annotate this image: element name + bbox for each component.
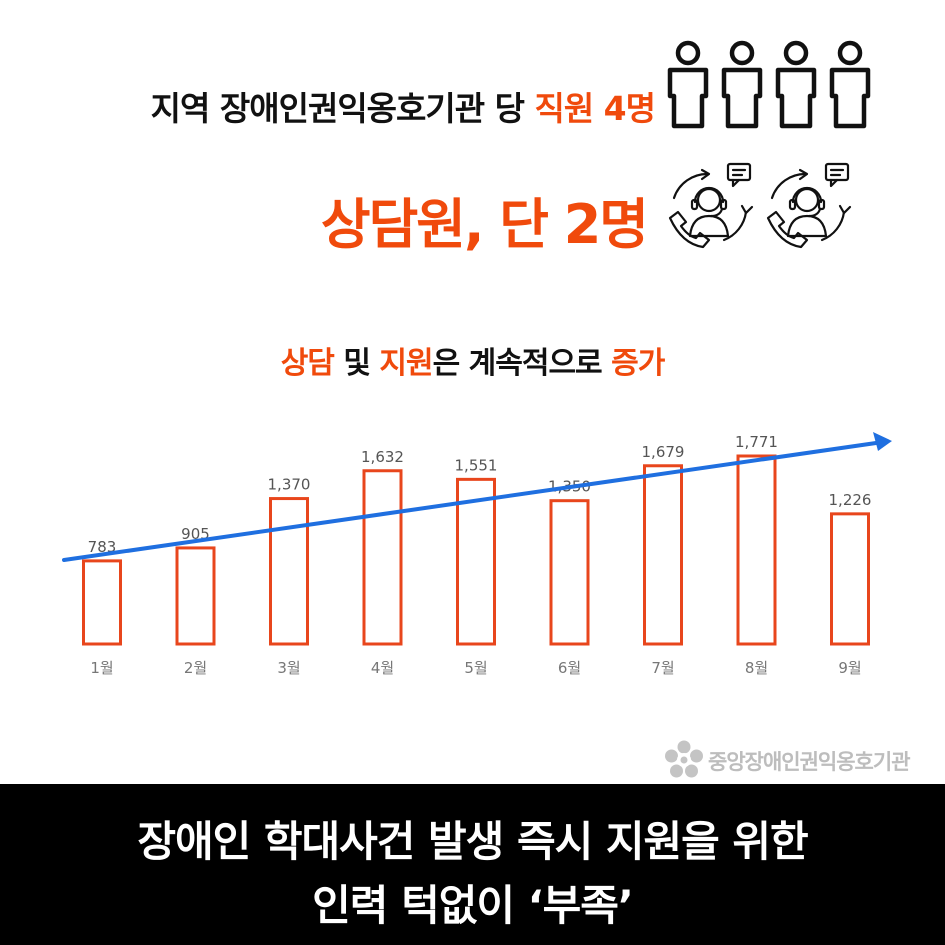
staff-headline-text: 지역 장애인권익옹호기관 당 — [150, 89, 535, 128]
bar-value-label: 1,226 — [829, 491, 872, 509]
x-tick-label: 7월 — [651, 659, 674, 677]
chart-title-part: 및 — [333, 346, 380, 381]
footer-banner: 장애인 학대사건 발생 즉시 지원을 위한 인력 턱없이 ‘부족’ — [0, 784, 945, 945]
person-outline-icon — [829, 40, 871, 129]
person-outline-icon — [775, 40, 817, 129]
counselor-headline: 상담원, 단 2명 — [320, 193, 649, 256]
staff-headline: 지역 장애인권익옹호기관 당 직원 4명 — [0, 82, 656, 130]
bar-value-label: 1,632 — [361, 448, 404, 466]
footer-line-2: 인력 턱없이 ‘부족’ — [312, 881, 634, 930]
person-outline-icon — [667, 40, 709, 129]
chart-title: 상담 및 지원은 계속적으로 증가 — [0, 338, 945, 382]
footer-line-1: 장애인 학대사건 발생 즉시 지원을 위한 — [137, 817, 808, 866]
counselor-icons — [668, 162, 852, 249]
bar — [269, 497, 309, 646]
x-tick-label: 8월 — [745, 659, 768, 677]
x-tick-label: 5월 — [464, 659, 487, 677]
flower-emblem-icon — [665, 740, 703, 778]
bar — [175, 546, 216, 646]
x-tick-label: 3월 — [277, 659, 300, 677]
bar-value-label: 1,370 — [268, 476, 311, 494]
headset-counselor-icon — [766, 162, 852, 249]
bar — [82, 559, 122, 646]
trend-arrow-head — [873, 432, 892, 451]
bar — [736, 454, 777, 646]
organization-logo: 중앙장애인권익옹호기관 — [664, 738, 944, 782]
headset-counselor-icon — [668, 162, 754, 249]
bar-value-label: 1,771 — [735, 433, 778, 451]
organization-name: 중앙장애인권익옹호기관 — [708, 750, 911, 774]
x-tick-label: 2월 — [184, 659, 207, 677]
bar — [362, 469, 403, 646]
bar — [643, 464, 683, 646]
x-tick-label: 4월 — [371, 659, 394, 677]
bar-value-label: 1,679 — [642, 443, 685, 461]
x-tick-label: 6월 — [558, 659, 581, 677]
chart-title-part: 상담 — [280, 346, 335, 381]
x-tick-label: 9월 — [838, 659, 861, 677]
x-tick-label: 1월 — [90, 659, 113, 677]
staff-icons — [667, 40, 871, 129]
trend-arrow-line — [62, 441, 878, 562]
chart-title-part: 증가 — [611, 346, 665, 381]
bar — [456, 477, 496, 646]
staff-count-highlight: 직원 4명 — [534, 89, 656, 128]
chart-title-part: 지원 — [379, 346, 433, 381]
bar-value-label: 1,551 — [455, 456, 498, 474]
bar-value-label: 783 — [88, 538, 117, 556]
person-outline-icon — [721, 40, 763, 129]
bar — [830, 512, 870, 646]
bar-chart: 7831월9052월1,3703월1,6324월1,5515월1,3506월1,… — [62, 432, 892, 677]
bar — [549, 499, 590, 646]
chart-title-part: 은 계속적으로 — [432, 346, 612, 381]
